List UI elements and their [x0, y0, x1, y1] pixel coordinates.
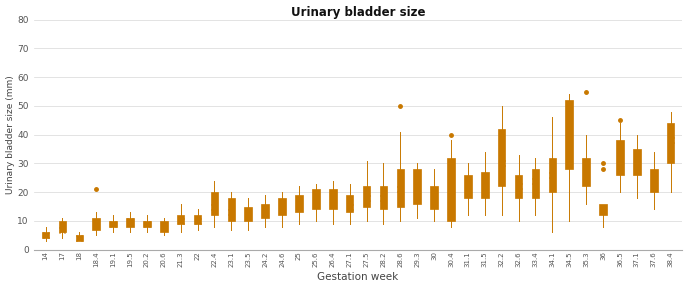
Bar: [278, 198, 286, 215]
Bar: [447, 158, 455, 221]
Bar: [329, 190, 336, 209]
Bar: [211, 192, 218, 215]
Bar: [109, 221, 117, 227]
Bar: [430, 187, 438, 209]
Bar: [464, 175, 472, 198]
Bar: [396, 169, 404, 206]
Bar: [582, 158, 590, 187]
Bar: [532, 169, 539, 198]
Bar: [498, 129, 506, 187]
X-axis label: Gestation week: Gestation week: [317, 272, 398, 283]
Bar: [143, 221, 151, 227]
Bar: [515, 175, 522, 198]
Bar: [616, 141, 624, 175]
Bar: [42, 232, 50, 238]
Bar: [58, 221, 66, 232]
Bar: [346, 195, 354, 212]
Bar: [126, 218, 133, 227]
Bar: [566, 100, 573, 169]
Bar: [481, 172, 488, 198]
Title: Urinary bladder size: Urinary bladder size: [291, 5, 425, 18]
Bar: [160, 221, 168, 232]
Bar: [244, 206, 252, 221]
Bar: [413, 169, 421, 204]
Bar: [312, 190, 320, 209]
Bar: [548, 158, 556, 192]
Bar: [633, 149, 641, 175]
Y-axis label: Urinary bladder size (mm): Urinary bladder size (mm): [6, 75, 14, 194]
Bar: [76, 235, 83, 241]
Bar: [650, 169, 658, 192]
Bar: [228, 198, 235, 221]
Bar: [599, 204, 607, 215]
Bar: [380, 187, 387, 209]
Bar: [667, 123, 674, 164]
Bar: [363, 187, 370, 206]
Bar: [261, 204, 269, 218]
Bar: [194, 215, 202, 224]
Bar: [177, 215, 184, 224]
Bar: [295, 195, 303, 212]
Bar: [92, 218, 100, 230]
